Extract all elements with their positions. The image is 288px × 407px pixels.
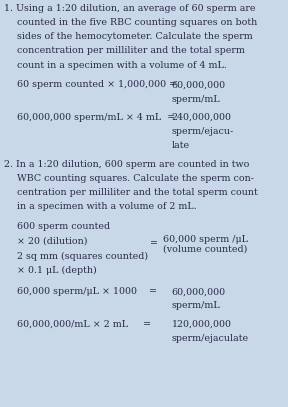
Text: sperm/ejaculate: sperm/ejaculate [172, 334, 249, 343]
Text: WBC counting squares. Calculate the sperm con-: WBC counting squares. Calculate the sper… [17, 174, 254, 183]
Text: 60 sperm counted × 1,000,000 =: 60 sperm counted × 1,000,000 = [17, 80, 177, 90]
Text: sperm/ejacu-: sperm/ejacu- [172, 127, 234, 136]
Text: 240,000,000: 240,000,000 [172, 113, 232, 122]
Text: count in a specimen with a volume of 4 mL.: count in a specimen with a volume of 4 m… [17, 61, 227, 70]
Text: concentration per milliliter and the total sperm: concentration per milliliter and the tot… [17, 46, 245, 55]
Text: 60,000,000: 60,000,000 [172, 80, 226, 90]
Text: late: late [172, 141, 190, 150]
Text: counted in the five RBC counting squares on both: counted in the five RBC counting squares… [17, 18, 257, 27]
Text: sides of the hemocytometer. Calculate the sperm: sides of the hemocytometer. Calculate th… [17, 32, 252, 41]
Text: 60,000,000: 60,000,000 [172, 287, 226, 296]
Text: 60,000,000/mL × 2 mL     =: 60,000,000/mL × 2 mL = [17, 320, 151, 329]
Text: 600 sperm counted: 600 sperm counted [17, 222, 110, 231]
Text: 2 sq mm (squares counted): 2 sq mm (squares counted) [17, 252, 148, 261]
Text: centration per milliliter and the total sperm count: centration per milliliter and the total … [17, 188, 257, 197]
Text: 60,000 sperm/μL × 1000    =: 60,000 sperm/μL × 1000 = [17, 287, 157, 296]
Text: (volume counted): (volume counted) [163, 245, 247, 254]
Text: =: = [150, 239, 158, 248]
Text: sperm/mL: sperm/mL [172, 301, 221, 311]
Text: 60,000,000 sperm/mL × 4 mL  =: 60,000,000 sperm/mL × 4 mL = [17, 113, 175, 122]
Text: 2. In a 1:20 dilution, 600 sperm are counted in two: 2. In a 1:20 dilution, 600 sperm are cou… [4, 160, 249, 169]
Text: sperm/mL: sperm/mL [172, 94, 221, 103]
Text: 1. Using a 1:20 dilution, an average of 60 sperm are: 1. Using a 1:20 dilution, an average of … [4, 4, 255, 13]
Text: × 0.1 μL (depth): × 0.1 μL (depth) [17, 266, 96, 275]
Text: in a specimen with a volume of 2 mL.: in a specimen with a volume of 2 mL. [17, 202, 196, 211]
Text: × 20 (dilution): × 20 (dilution) [17, 236, 87, 245]
Text: 60,000 sperm /μL: 60,000 sperm /μL [163, 235, 248, 244]
Text: 120,000,000: 120,000,000 [172, 320, 232, 329]
